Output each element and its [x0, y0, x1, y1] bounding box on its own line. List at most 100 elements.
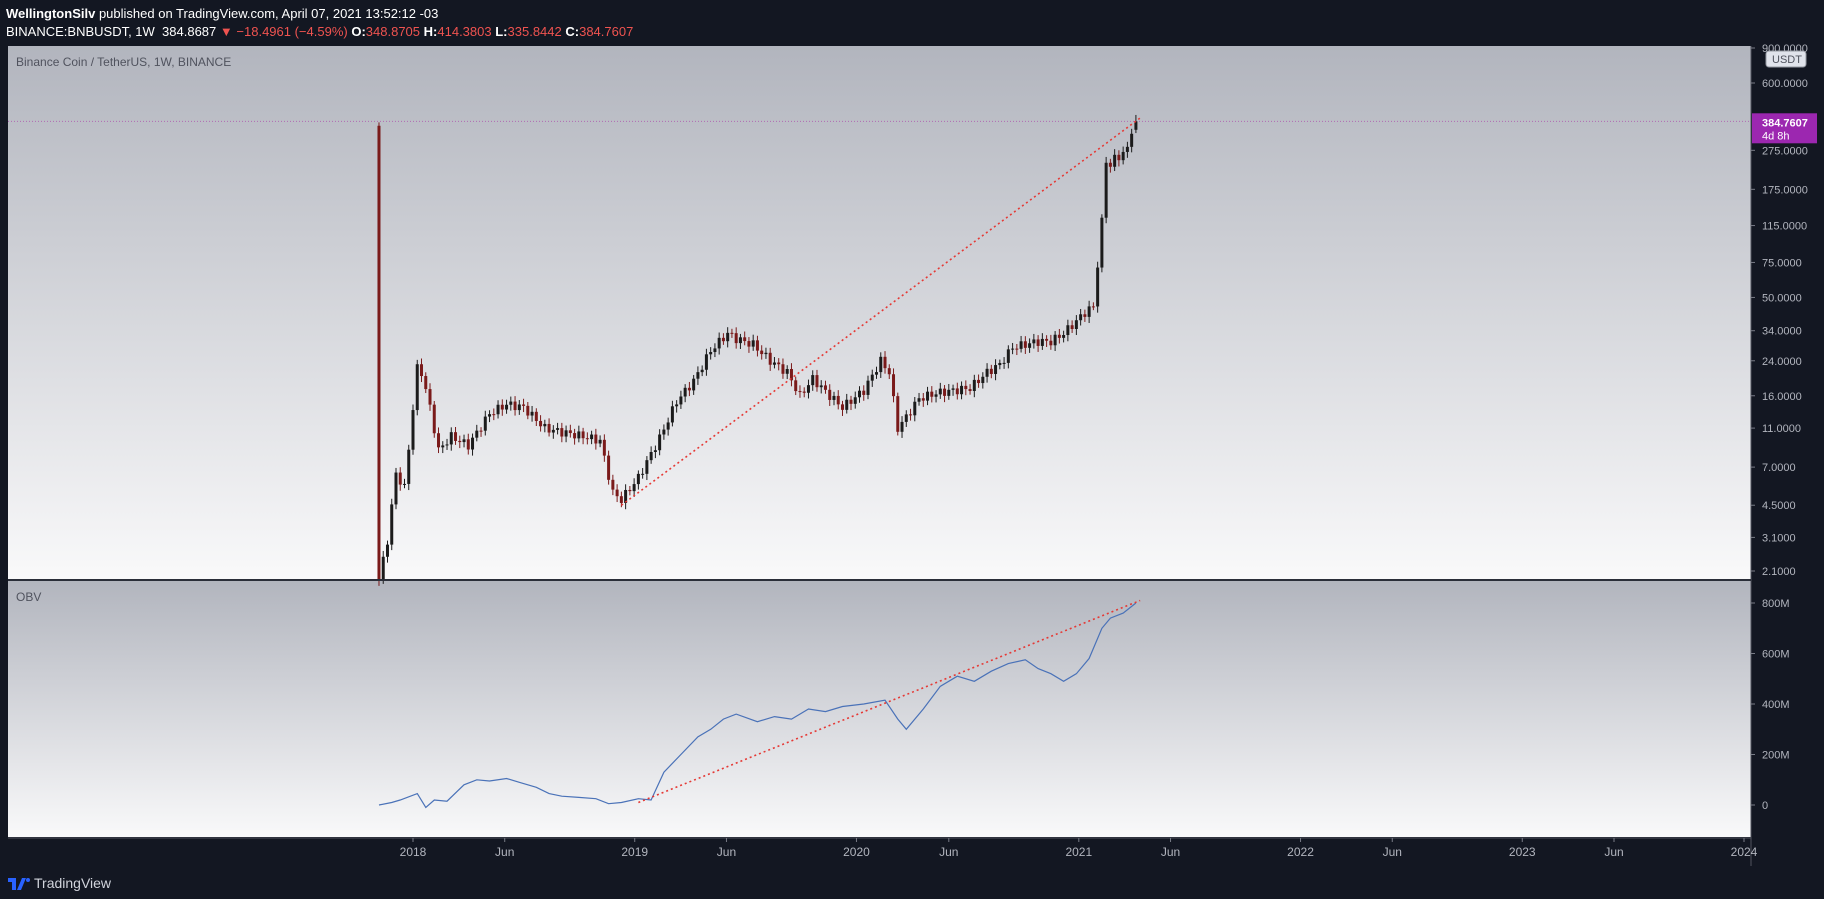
- candle-body: [879, 356, 883, 373]
- candle-body: [539, 420, 543, 427]
- low-value: 335.8442: [507, 24, 562, 39]
- candle-body: [420, 364, 424, 377]
- candle: [781, 358, 785, 379]
- candle-body: [964, 385, 968, 390]
- candle: [806, 379, 810, 399]
- candle-body: [777, 362, 781, 365]
- candle: [500, 399, 504, 416]
- candle: [547, 418, 551, 437]
- footer-bar: TradingView: [0, 866, 1824, 899]
- candle: [989, 364, 993, 379]
- candle: [700, 365, 704, 377]
- candle: [454, 426, 458, 445]
- candle: [628, 486, 632, 496]
- candle: [432, 400, 436, 438]
- candle-body: [432, 404, 436, 434]
- candle-body: [977, 379, 981, 384]
- candle: [738, 333, 742, 349]
- candle-body: [398, 472, 402, 485]
- author-name[interactable]: WellingtonSilv: [6, 6, 96, 21]
- candle: [964, 380, 968, 396]
- candle-body: [649, 451, 653, 461]
- open-label: O:: [351, 24, 366, 39]
- candle: [777, 358, 781, 371]
- candle-body: [488, 414, 492, 417]
- time-tick-label: Jun: [1161, 845, 1180, 859]
- obv-pane[interactable]: OBV: [8, 581, 1751, 837]
- candle: [1091, 302, 1095, 311]
- candle-body: [636, 473, 640, 485]
- candle: [687, 381, 691, 397]
- candle: [904, 410, 908, 427]
- published-text: published on TradingView.com, April 07, …: [98, 6, 439, 21]
- price-pane[interactable]: Binance Coin / TetherUS, 1W, BINANCE: [8, 46, 1751, 579]
- candle: [696, 366, 700, 385]
- candle-body: [483, 416, 487, 431]
- candle-body: [1053, 334, 1057, 346]
- candle: [577, 425, 581, 443]
- candle: [560, 422, 564, 443]
- candle: [381, 550, 385, 584]
- candle-body: [785, 369, 789, 374]
- candle-body: [492, 414, 496, 416]
- candle: [1062, 330, 1066, 343]
- candle-body: [611, 479, 615, 490]
- price-tick-label: 16.0000: [1762, 391, 1802, 403]
- last-price: 384.8687: [162, 24, 217, 39]
- candle-body: [1006, 349, 1010, 363]
- tradingview-brand: TradingView: [34, 875, 112, 891]
- candle: [704, 348, 708, 376]
- chart-canvas[interactable]: Binance Coin / TetherUS, 1W, BINANCE OBV…: [0, 0, 1824, 866]
- candle-body: [1002, 362, 1006, 364]
- candle: [1002, 357, 1006, 369]
- candle: [573, 428, 577, 445]
- price-tick-label: 24.0000: [1762, 356, 1802, 368]
- candle: [505, 399, 509, 414]
- candle: [666, 417, 670, 436]
- candle-body: [585, 438, 589, 440]
- candle: [594, 428, 598, 450]
- candle: [883, 351, 887, 374]
- candle-body: [989, 368, 993, 374]
- candle-body: [513, 401, 517, 411]
- candle-body: [1100, 217, 1104, 268]
- time-tick-label: 2020: [843, 845, 870, 859]
- price-tick-label: 75.0000: [1762, 257, 1802, 269]
- obv-line[interactable]: [378, 602, 1137, 809]
- candle: [840, 400, 844, 416]
- tradingview-logo-icon: [8, 878, 30, 890]
- candle-body: [598, 439, 602, 444]
- candle: [398, 467, 402, 491]
- candle-body: [981, 376, 985, 384]
- candle-body: [581, 431, 585, 439]
- candle: [385, 540, 389, 563]
- candle: [624, 484, 628, 510]
- candle-body: [1045, 338, 1049, 341]
- tradingview-logo[interactable]: TradingView: [8, 875, 111, 891]
- candle: [649, 446, 653, 464]
- candle: [675, 400, 679, 413]
- candle-body: [704, 354, 708, 370]
- open-value: 348.8705: [365, 24, 421, 39]
- candle: [730, 328, 734, 338]
- candle: [1023, 336, 1027, 354]
- candle-body: [653, 450, 657, 452]
- candle: [492, 408, 496, 421]
- price-tick-label: 34.0000: [1762, 326, 1802, 338]
- obv-trendline[interactable]: [638, 599, 1141, 804]
- candle: [1006, 345, 1010, 369]
- axes[interactable]: 900.0000600.0000275.0000175.0000115.0000…: [8, 43, 1808, 866]
- candle: [1096, 261, 1100, 313]
- candle: [475, 424, 479, 442]
- candle: [1074, 315, 1078, 336]
- candle: [564, 425, 568, 443]
- currency-badge[interactable]: USDT: [1765, 50, 1807, 68]
- candle-body: [819, 385, 823, 388]
- close-label: C:: [565, 24, 580, 39]
- candle-body: [437, 433, 441, 448]
- time-tick-label: 2019: [621, 845, 648, 859]
- candle: [437, 427, 441, 454]
- candle: [568, 424, 572, 438]
- candle-body: [1117, 154, 1121, 161]
- candle-body: [1130, 133, 1134, 147]
